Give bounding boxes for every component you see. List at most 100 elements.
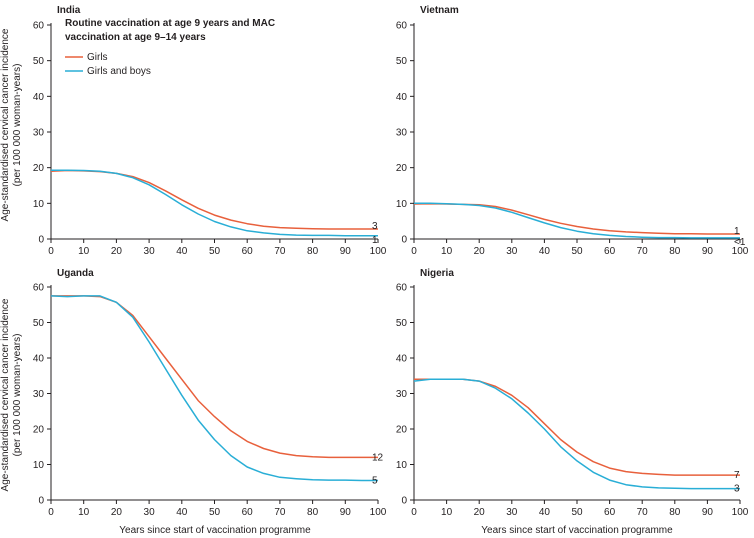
y-tick-label: 60 [33,21,45,32]
x-tick-label: 70 [274,246,286,257]
series-line-girls [51,295,378,459]
series-end-label: 1 [372,235,378,246]
y-axis-title-bottom-line1: Age-standardised cervical cancer inciden… [0,298,11,491]
y-tick-label: 0 [401,235,407,246]
series-end-label: 3 [372,221,378,232]
y-tick-label: 60 [33,283,45,294]
x-tick-label: 100 [732,507,749,518]
x-tick-label: 20 [474,507,486,518]
x-tick-label: 90 [702,246,714,257]
x-tick-label: 50 [571,246,583,257]
x-tick-label: 20 [474,246,486,257]
y-tick-label: 0 [38,235,44,246]
x-tick-label: 60 [604,246,616,257]
series-end-label: 1 [734,226,740,237]
y-tick-label: 50 [396,56,408,67]
y-tick-label: 40 [396,92,408,103]
panel-title: Nigeria [420,268,454,279]
y-axis-title-bottom-line2: (per 100 000 woman-years) [12,334,23,457]
y-tick-label: 50 [33,318,45,329]
x-tick-label: 0 [411,246,417,257]
y-tick-label: 0 [401,496,407,507]
x-tick-label: 50 [571,507,583,518]
x-tick-label: 80 [307,507,319,518]
y-tick-label: 50 [33,56,45,67]
series-end-label: <1 [734,237,746,248]
legend-label-girls-and-boys: Girls and boys [87,66,151,77]
x-tick-label: 20 [111,246,123,257]
x-tick-label: 30 [144,246,156,257]
x-tick-label: 60 [242,246,254,257]
y-tick-label: 10 [33,460,45,471]
panel-vietnam: Vietnam 0 10 20 30 40 50 60 0 10 20 30 40 50 60 70 80 90 1… [396,5,749,257]
y-tick-label: 40 [396,354,408,365]
x-tick-label: 40 [539,246,551,257]
x-tick-label: 0 [48,507,54,518]
y-tick-label: 0 [38,496,44,507]
y-tick-label: 40 [33,354,45,365]
x-tick-label: 10 [441,246,453,257]
series-line-girls-and-boys [50,295,378,482]
x-tick-label: 40 [176,507,188,518]
y-tick-label: 10 [396,460,408,471]
x-tick-label: 100 [370,246,387,257]
x-tick-label: 60 [604,507,616,518]
y-tick-label: 20 [33,163,45,174]
series-end-label: 7 [734,470,740,481]
series-line-girls-and-boys [413,378,740,490]
x-axis-title-right: Years since start of vaccination program… [481,525,673,536]
x-tick-label: 50 [209,507,221,518]
y-axis-title-top-line2: (per 100 000 woman-years) [12,64,23,187]
x-tick-label: 90 [340,246,352,257]
x-tick-label: 90 [340,507,352,518]
series-end-label: 3 [734,484,740,495]
x-axis-title-left: Years since start of vaccination program… [119,525,311,536]
series-line-girls-and-boys [51,169,378,237]
x-tick-label: 70 [637,507,649,518]
x-tick-label: 0 [411,507,417,518]
x-tick-label: 60 [242,507,254,518]
legend-label-girls: Girls [87,52,108,63]
x-tick-label: 10 [441,507,453,518]
series-line-girls [413,202,740,235]
y-tick-label: 10 [33,199,45,210]
panel-india: India 0 10 20 30 40 50 60 0 10 20 30 40 50 60 70 80 90 100… [33,5,387,257]
x-tick-label: 30 [506,507,518,518]
x-tick-label: 90 [702,507,714,518]
x-tick-label: 80 [669,507,681,518]
y-tick-label: 30 [396,128,408,139]
y-tick-label: 30 [396,389,408,400]
x-tick-label: 100 [370,507,387,518]
panel-title: Uganda [57,268,94,279]
panel-uganda: Uganda 0 10 20 30 40 50 60 0 10 20 30 40 50 60 70 80 90 10… [33,268,387,518]
y-tick-label: 40 [33,92,45,103]
series-end-label: 5 [372,475,378,486]
x-tick-label: 40 [176,246,188,257]
x-tick-label: 50 [209,246,221,257]
y-tick-label: 30 [33,128,45,139]
legend: Routine vaccination at age 9 years and M… [65,18,275,77]
y-tick-label: 60 [396,21,408,32]
legend-title-line1: Routine vaccination at age 9 years and M… [65,18,275,29]
series-line-girls-and-boys [414,202,740,239]
x-tick-label: 10 [78,246,90,257]
x-tick-label: 30 [506,246,518,257]
y-tick-label: 60 [396,283,408,294]
series-end-label: 12 [372,452,384,463]
x-tick-label: 0 [48,246,54,257]
y-tick-label: 20 [33,425,45,436]
y-tick-label: 20 [396,163,408,174]
x-tick-label: 30 [144,507,156,518]
panel-nigeria: Nigeria 0 10 20 30 40 50 60 0 10 20 30 40 50 60 70 80 90 1… [396,268,749,518]
x-tick-label: 80 [669,246,681,257]
panel-title: India [57,5,81,16]
panel-title: Vietnam [420,5,459,16]
y-tick-label: 20 [396,425,408,436]
y-axis-title-top-line1: Age-standardised cervical cancer inciden… [0,28,11,221]
x-tick-label: 40 [539,507,551,518]
x-tick-label: 20 [111,507,123,518]
legend-title-line2: vaccination at age 9–14 years [65,32,206,43]
y-tick-label: 30 [33,389,45,400]
x-tick-label: 70 [274,507,286,518]
